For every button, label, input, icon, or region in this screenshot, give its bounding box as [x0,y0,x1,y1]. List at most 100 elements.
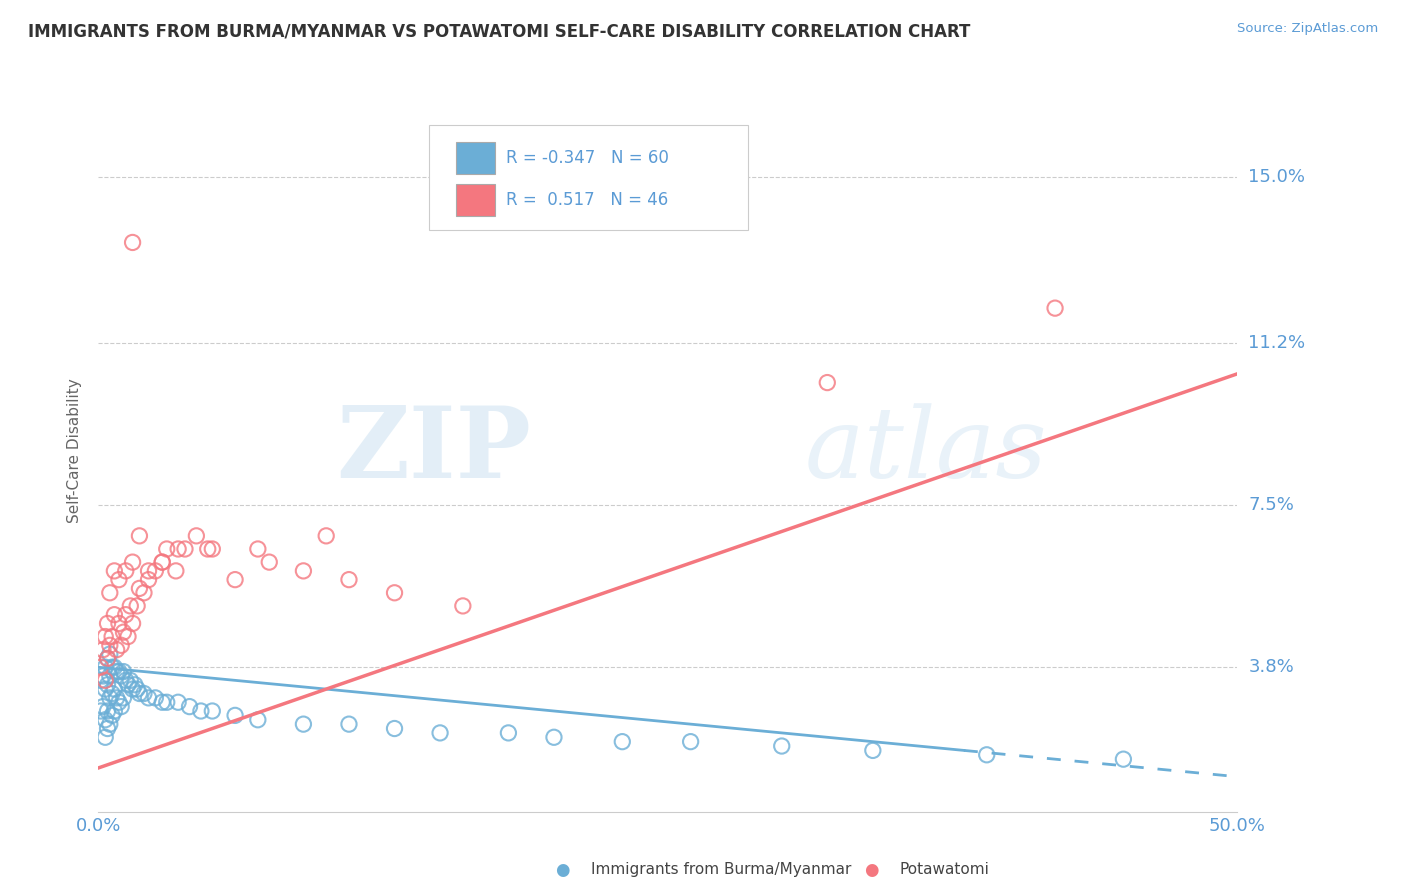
Point [201,541,224,556]
Text: 11.2%: 11.2% [1249,334,1306,352]
Point [96,616,118,631]
Point [103,660,125,674]
Point [127,599,149,613]
Point [862,743,884,757]
Point [110,638,132,652]
Point [770,739,793,753]
Point [114,673,136,688]
Point [96,678,118,692]
Point [1043,301,1066,315]
Point [91,642,114,657]
Point [179,699,201,714]
Point [108,665,131,679]
Point [98,638,121,652]
Point [190,704,212,718]
Point [138,690,160,705]
Point [98,586,121,600]
Point [224,573,246,587]
Point [108,616,131,631]
Point [98,669,121,683]
Point [103,682,125,697]
Point [197,541,219,556]
Point [120,673,142,688]
Text: R = -0.347   N = 60: R = -0.347 N = 60 [506,149,669,167]
Point [429,726,451,740]
Point [976,747,998,762]
Point [145,690,167,705]
Point [337,573,360,587]
Point [96,722,118,736]
Point [94,682,117,697]
Point [132,686,155,700]
Point [101,630,124,644]
Point [90,673,112,688]
Point [815,376,838,390]
Point [121,555,143,569]
Point [90,660,112,674]
Text: atlas: atlas [804,403,1047,498]
Point [114,607,136,622]
Point [101,708,124,723]
Point [110,669,132,683]
Point [110,699,132,714]
Point [612,734,634,748]
Point [121,235,143,250]
Y-axis label: Self-Care Disability: Self-Care Disability [67,378,83,523]
Point [120,599,142,613]
Point [101,660,124,674]
Point [101,686,124,700]
Point [94,630,117,644]
Text: Source: ZipAtlas.com: Source: ZipAtlas.com [1237,22,1378,36]
Point [105,642,128,657]
Point [112,625,135,640]
Point [94,713,117,727]
Point [132,586,155,600]
Point [94,731,117,745]
Point [1112,752,1135,766]
Point [156,695,179,709]
Point [167,541,190,556]
Text: ZIP: ZIP [336,402,531,499]
Point [224,708,246,723]
Text: ●: ● [865,861,879,879]
Point [108,573,131,587]
Point [128,529,150,543]
Point [112,665,135,679]
Point [121,682,143,697]
Point [98,717,121,731]
Point [96,651,118,665]
FancyBboxPatch shape [456,142,495,174]
Point [90,704,112,718]
Point [138,573,160,587]
FancyBboxPatch shape [456,185,495,216]
Point [128,686,150,700]
Point [167,695,190,709]
Text: Immigrants from Burma/Myanmar: Immigrants from Burma/Myanmar [591,863,851,877]
Point [98,647,121,661]
Point [117,630,139,644]
Text: IMMIGRANTS FROM BURMA/MYANMAR VS POTAWATOMI SELF-CARE DISABILITY CORRELATION CHA: IMMIGRANTS FROM BURMA/MYANMAR VS POTAWAT… [28,22,970,40]
Point [103,607,125,622]
Point [114,564,136,578]
Point [246,541,269,556]
Point [384,722,406,736]
Point [174,541,197,556]
Point [96,651,118,665]
Point [315,529,337,543]
Point [98,690,121,705]
Point [94,660,117,674]
Text: R =  0.517   N = 46: R = 0.517 N = 46 [506,191,668,210]
Point [543,731,565,745]
Point [138,564,160,578]
Text: Potawatomi: Potawatomi [900,863,990,877]
Point [259,555,281,569]
Text: ●: ● [555,861,569,879]
Point [127,682,149,697]
Point [292,717,315,731]
Point [103,564,125,578]
Point [150,555,173,569]
Point [451,599,474,613]
Point [124,678,146,692]
Point [150,555,173,569]
Point [145,564,167,578]
